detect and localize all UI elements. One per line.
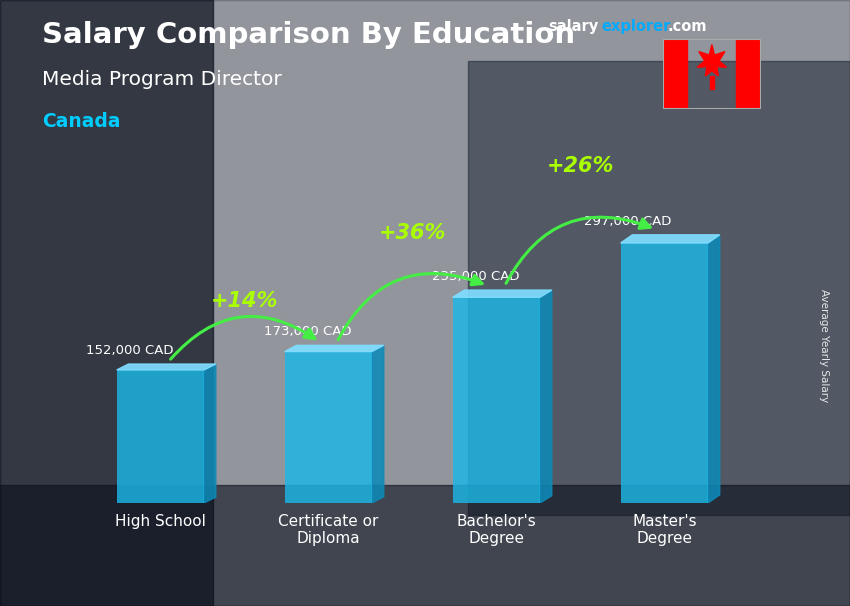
Bar: [0, 0, 212, 606]
Polygon shape: [697, 45, 727, 76]
Polygon shape: [285, 345, 384, 351]
Bar: [663, 39, 688, 109]
Bar: [468, 61, 850, 515]
Text: Salary Comparison By Education: Salary Comparison By Education: [42, 21, 575, 49]
Text: 235,000 CAD: 235,000 CAD: [433, 270, 520, 283]
Polygon shape: [116, 364, 216, 370]
Text: explorer: explorer: [602, 19, 672, 35]
Bar: [736, 39, 761, 109]
Polygon shape: [453, 290, 552, 298]
Text: Average Yearly Salary: Average Yearly Salary: [819, 289, 829, 402]
Polygon shape: [204, 364, 216, 503]
Bar: [285, 351, 372, 503]
Polygon shape: [540, 290, 552, 503]
Text: 297,000 CAD: 297,000 CAD: [584, 215, 671, 228]
Text: Media Program Director: Media Program Director: [42, 70, 282, 88]
Polygon shape: [708, 235, 720, 503]
Text: 173,000 CAD: 173,000 CAD: [264, 325, 352, 338]
Text: +26%: +26%: [547, 156, 614, 176]
Bar: [0, 485, 850, 606]
Polygon shape: [620, 235, 720, 243]
Text: Canada: Canada: [42, 112, 121, 131]
Polygon shape: [710, 76, 714, 89]
Text: 152,000 CAD: 152,000 CAD: [87, 344, 174, 357]
Text: .com: .com: [667, 19, 706, 35]
Bar: [620, 243, 708, 503]
Bar: [116, 370, 204, 503]
Text: salary: salary: [548, 19, 598, 35]
Text: +36%: +36%: [378, 223, 446, 243]
Polygon shape: [372, 345, 384, 503]
Text: +14%: +14%: [211, 291, 278, 311]
Bar: [453, 298, 540, 503]
